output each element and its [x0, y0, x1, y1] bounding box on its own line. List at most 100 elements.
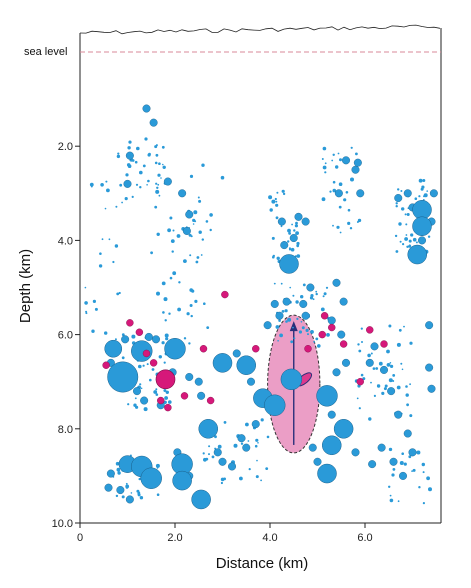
- small-event-dot: [276, 191, 279, 194]
- small-event-dot: [312, 298, 315, 301]
- blue-event-point: [263, 321, 272, 330]
- blue-event-point: [334, 189, 343, 198]
- small-event-dot: [309, 296, 314, 300]
- small-event-dot: [280, 282, 283, 285]
- magenta-event-point: [102, 361, 110, 369]
- small-event-dot: [125, 482, 128, 485]
- small-event-dot: [275, 216, 279, 220]
- small-event-dot: [401, 207, 405, 211]
- small-event-dot: [84, 286, 87, 289]
- small-event-dot: [154, 205, 158, 209]
- small-event-dot: [195, 260, 199, 264]
- small-event-dot: [296, 241, 300, 246]
- small-event-dot: [114, 244, 119, 248]
- small-event-dot: [183, 259, 187, 263]
- small-event-dot: [375, 367, 379, 370]
- small-event-dot: [135, 183, 139, 186]
- small-event-dot: [116, 154, 121, 159]
- small-event-dot: [392, 374, 396, 377]
- small-event-dot: [370, 381, 372, 384]
- magenta-event-point: [304, 345, 312, 353]
- large-blue-event-point: [280, 368, 303, 391]
- small-event-dot: [217, 444, 222, 449]
- small-event-dot: [143, 407, 148, 412]
- small-event-dot: [404, 213, 407, 216]
- small-event-dot: [336, 225, 340, 229]
- blue-event-point: [377, 443, 386, 452]
- small-event-dot: [254, 444, 258, 448]
- small-event-dot: [104, 207, 107, 210]
- small-event-dot: [412, 468, 416, 472]
- blue-event-point: [178, 189, 187, 198]
- small-event-dot: [307, 333, 309, 336]
- small-event-dot: [163, 400, 167, 404]
- small-event-dot: [142, 364, 145, 367]
- small-event-dot: [420, 187, 424, 191]
- small-event-dot: [399, 461, 404, 465]
- small-event-dot: [329, 190, 332, 193]
- magenta-event-point: [126, 319, 134, 327]
- small-event-dot: [144, 137, 148, 141]
- small-event-dot: [361, 341, 363, 343]
- small-event-dot: [256, 459, 258, 462]
- small-event-dot: [421, 462, 425, 467]
- small-event-dot: [196, 256, 200, 259]
- blue-event-point: [299, 299, 308, 308]
- small-event-dot: [287, 240, 290, 243]
- small-event-dot: [389, 498, 394, 503]
- small-event-dot: [127, 164, 132, 168]
- small-event-dot: [403, 462, 407, 466]
- small-event-dot: [405, 234, 408, 236]
- small-event-dot: [233, 443, 238, 448]
- magenta-event-point: [366, 326, 374, 334]
- small-event-dot: [115, 494, 119, 498]
- small-event-dot: [248, 468, 251, 471]
- small-event-dot: [138, 364, 142, 369]
- small-event-dot: [119, 183, 123, 187]
- small-event-dot: [296, 254, 301, 258]
- small-event-dot: [355, 152, 358, 156]
- small-event-dot: [418, 195, 421, 198]
- small-event-dot: [162, 311, 165, 314]
- small-event-dot: [310, 330, 314, 334]
- blue-event-point: [149, 118, 158, 127]
- small-event-dot: [169, 276, 173, 280]
- small-event-dot: [405, 393, 409, 397]
- small-event-dot: [127, 403, 130, 406]
- small-event-dot: [373, 394, 376, 397]
- small-event-dot: [158, 162, 161, 165]
- small-event-dot: [376, 384, 381, 388]
- small-event-dot: [360, 327, 363, 330]
- small-event-dot: [151, 368, 155, 371]
- small-event-dot: [290, 247, 295, 252]
- small-event-dot: [128, 140, 132, 144]
- small-event-dot: [326, 333, 330, 337]
- y-tick-label: 8.0: [58, 424, 73, 436]
- blue-event-point: [380, 365, 389, 374]
- small-event-dot: [332, 180, 336, 184]
- small-event-dot: [292, 294, 295, 297]
- small-event-dot: [295, 300, 299, 304]
- small-event-dot: [190, 235, 193, 238]
- y-axis-title: Depth (km): [17, 249, 34, 323]
- blue-event-point: [185, 210, 194, 219]
- blue-event-point: [342, 156, 351, 165]
- small-event-dot: [85, 312, 88, 315]
- small-event-dot: [89, 182, 94, 187]
- small-event-dot: [116, 467, 121, 472]
- small-event-dot: [350, 177, 354, 182]
- small-event-dot: [281, 310, 285, 313]
- small-event-dot: [168, 400, 172, 404]
- small-event-dot: [324, 171, 327, 174]
- small-event-dot: [150, 251, 154, 255]
- small-event-dot: [139, 170, 143, 175]
- small-event-dot: [322, 295, 325, 298]
- small-event-dot: [271, 236, 275, 240]
- small-event-dot: [223, 421, 227, 424]
- small-event-dot: [115, 461, 120, 466]
- small-event-dot: [313, 341, 315, 343]
- x-axis-title: Distance (km): [216, 555, 309, 572]
- small-event-dot: [321, 197, 326, 202]
- small-event-dot: [323, 292, 327, 296]
- small-event-dot: [401, 368, 404, 371]
